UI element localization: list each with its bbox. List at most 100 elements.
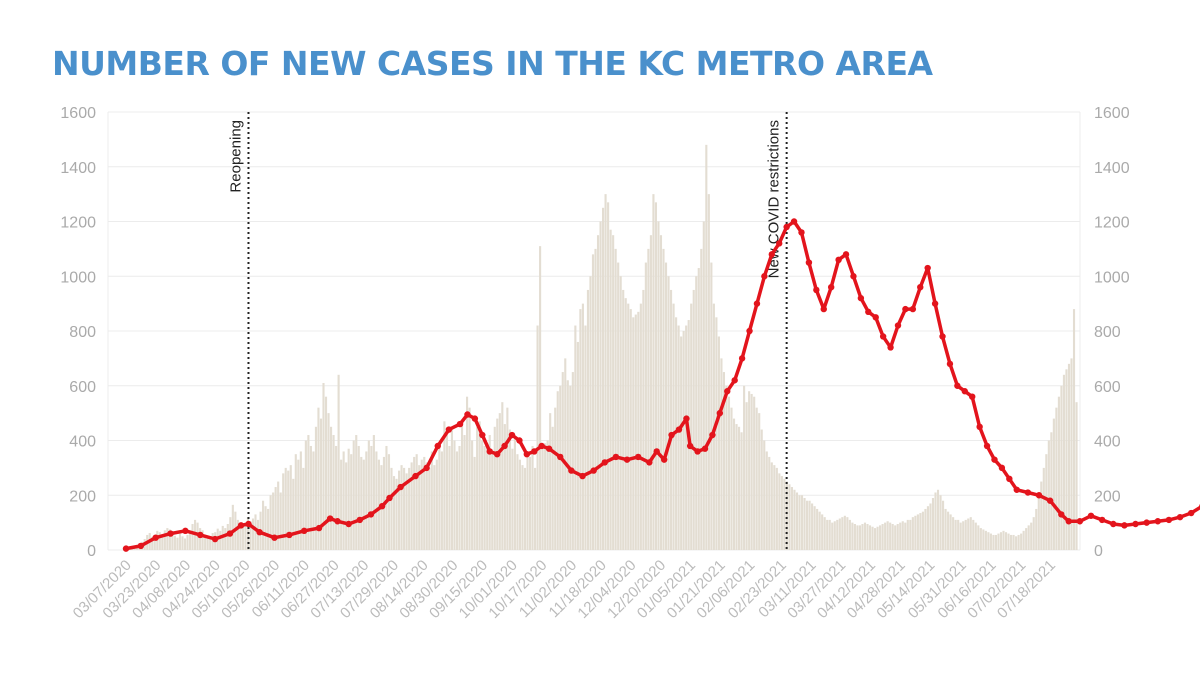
bar <box>886 521 889 550</box>
bar <box>697 268 700 550</box>
bar <box>151 536 154 550</box>
line-point <box>557 453 564 461</box>
bar <box>398 470 401 550</box>
line-point <box>1076 518 1084 525</box>
line-point <box>768 251 776 258</box>
line-point <box>538 442 545 450</box>
line-point <box>646 459 653 466</box>
line-point <box>182 527 189 535</box>
bar <box>720 358 723 550</box>
bar <box>644 262 647 550</box>
bar <box>629 309 632 550</box>
bar <box>418 465 421 550</box>
bar <box>901 521 904 550</box>
bar <box>1027 525 1030 550</box>
line-point <box>1098 516 1106 524</box>
bar <box>926 506 930 550</box>
bar <box>999 532 1003 550</box>
line-point <box>931 300 939 307</box>
bar <box>725 385 728 550</box>
line-point <box>367 511 375 518</box>
bar <box>574 325 577 550</box>
bar <box>967 518 970 550</box>
line-point <box>776 240 783 247</box>
line-point <box>686 442 694 450</box>
bar <box>909 519 912 550</box>
bar <box>254 514 257 550</box>
bar <box>1062 374 1066 550</box>
bar <box>178 533 182 550</box>
bar <box>921 511 924 550</box>
bar <box>798 495 801 550</box>
bar <box>838 518 841 550</box>
bar <box>330 426 333 550</box>
line-point <box>1188 509 1195 517</box>
bar <box>466 396 469 550</box>
bar <box>576 341 579 550</box>
bar <box>1075 402 1078 550</box>
bar <box>544 443 547 550</box>
bar <box>516 454 519 550</box>
bar <box>874 528 877 550</box>
line-point <box>976 423 983 431</box>
line-point <box>835 256 842 264</box>
bar <box>936 489 940 550</box>
line-point <box>386 494 393 502</box>
bar <box>856 525 859 550</box>
bar <box>707 194 710 550</box>
y-tick-label-left: 1000 <box>60 269 96 286</box>
bar <box>360 456 363 550</box>
bar <box>745 402 748 550</box>
line-point <box>568 467 575 474</box>
bar <box>803 497 806 550</box>
line-point <box>356 516 364 524</box>
bar <box>342 451 345 550</box>
line-point <box>879 333 887 340</box>
bar <box>642 289 645 550</box>
line-point <box>226 530 234 537</box>
bar <box>438 445 441 550</box>
bar <box>853 523 856 550</box>
bar <box>410 462 413 550</box>
line-point <box>983 442 991 450</box>
bar <box>705 144 708 550</box>
bar <box>546 440 549 550</box>
bar <box>858 525 862 550</box>
bar <box>821 514 824 550</box>
bar <box>670 289 673 550</box>
line-point <box>1143 519 1150 526</box>
line-point <box>842 251 850 258</box>
y-tick-label-left: 1200 <box>60 215 96 232</box>
bar <box>833 521 836 550</box>
bar <box>692 289 695 550</box>
bar <box>375 451 378 550</box>
bar <box>594 248 597 550</box>
bar <box>816 508 819 550</box>
bar <box>685 325 688 550</box>
bar <box>206 537 209 550</box>
bar <box>579 309 582 550</box>
bar <box>743 385 746 550</box>
bar <box>947 511 950 550</box>
line-point <box>1058 511 1065 518</box>
bar <box>1020 533 1023 550</box>
bar <box>372 435 375 550</box>
y-tick-label-right: 1200 <box>1094 215 1130 232</box>
bar <box>1072 309 1076 550</box>
bar <box>272 492 275 550</box>
bar <box>211 533 214 550</box>
bar <box>249 521 252 550</box>
bar <box>806 500 809 550</box>
bar <box>770 462 773 550</box>
line-point <box>731 377 738 384</box>
bar <box>226 523 229 550</box>
line-point <box>924 264 931 272</box>
line-point <box>709 431 716 439</box>
bar <box>166 528 169 550</box>
bar <box>224 528 227 550</box>
bar <box>664 262 668 550</box>
line-point <box>412 472 419 480</box>
y-tick-label-right: 800 <box>1094 324 1121 341</box>
bar <box>463 435 466 550</box>
